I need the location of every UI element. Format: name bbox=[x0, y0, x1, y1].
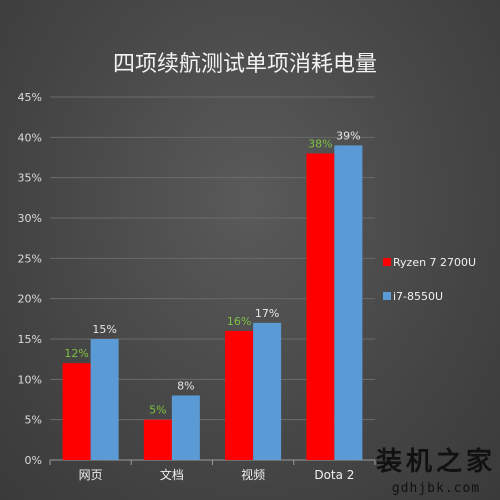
bar bbox=[90, 339, 119, 460]
y-tick-label: 20% bbox=[18, 293, 42, 306]
watermark-text: 装机之家 bbox=[376, 446, 496, 477]
bars bbox=[62, 145, 363, 460]
data-label: 16% bbox=[227, 315, 251, 328]
data-label: 39% bbox=[336, 129, 360, 142]
bar bbox=[334, 145, 363, 460]
watermark-url: gdhjbk.com bbox=[392, 481, 480, 496]
y-tick-label: 10% bbox=[18, 373, 42, 386]
data-label: 17% bbox=[255, 307, 279, 320]
y-tick-label: 35% bbox=[18, 172, 42, 185]
y-tick-label: 45% bbox=[18, 91, 42, 104]
y-tick-label: 25% bbox=[18, 252, 42, 265]
y-tick-label: 15% bbox=[18, 333, 42, 346]
data-label: 8% bbox=[177, 379, 194, 392]
watermark: 装机之家 gdhjbk.com bbox=[376, 446, 496, 496]
data-label: 5% bbox=[149, 404, 166, 417]
legend-swatch bbox=[383, 292, 391, 300]
x-category-label: 文档 bbox=[160, 467, 184, 482]
bar bbox=[306, 153, 335, 460]
data-label: 38% bbox=[308, 137, 332, 150]
data-labels: 12% 15% 5% 8% 16% 17% 38% 39% bbox=[64, 129, 360, 416]
legend-label: Ryzen 7 2700U bbox=[393, 256, 476, 269]
x-category-label: 视频 bbox=[241, 467, 265, 482]
legend-label: i7-8550U bbox=[393, 290, 443, 303]
y-tick-label: 0% bbox=[25, 454, 42, 467]
data-label: 15% bbox=[92, 323, 116, 336]
legend: Ryzen 7 2700U i7-8550U bbox=[383, 256, 476, 303]
x-category-label: 网页 bbox=[79, 468, 103, 482]
bar bbox=[171, 395, 200, 460]
y-tick-label: 40% bbox=[18, 131, 42, 144]
bar bbox=[143, 419, 172, 460]
legend-swatch bbox=[383, 258, 391, 266]
y-axis-ticks: 0% 5% 10% 15% 20% 25% 30% 35% 40% 45% bbox=[18, 91, 42, 467]
x-category-label: Dota 2 bbox=[314, 468, 354, 482]
bar bbox=[62, 363, 91, 460]
bar bbox=[253, 322, 282, 460]
data-label: 12% bbox=[64, 347, 88, 360]
x-axis-categories: 网页 文档 视频 Dota 2 bbox=[49, 460, 376, 482]
y-tick-label: 5% bbox=[25, 414, 42, 427]
bar bbox=[225, 330, 254, 460]
y-tick-label: 30% bbox=[18, 212, 42, 225]
chart-title: 四项续航测试单项消耗电量 bbox=[113, 52, 377, 77]
